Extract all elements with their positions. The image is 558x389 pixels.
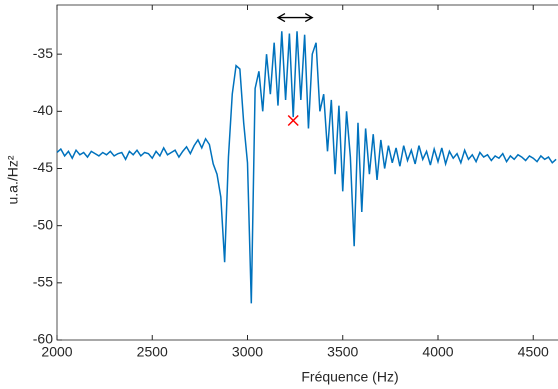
- plot-area: [56, 4, 558, 341]
- x-tick-label: 2000: [41, 344, 72, 360]
- data-line: [56, 31, 557, 304]
- y-tick-label: -50: [33, 216, 53, 232]
- x-tick-label: 3500: [327, 344, 358, 360]
- y-axis-label: u.a./Hz²: [5, 155, 21, 204]
- x-axis-label: Fréquence (Hz): [301, 369, 398, 385]
- y-tick-label: -60: [33, 331, 53, 347]
- y-tick-label: -55: [33, 274, 53, 290]
- x-tick-label: 3000: [232, 344, 263, 360]
- x-tick-label: 4500: [518, 344, 549, 360]
- y-tick-label: -40: [33, 102, 53, 118]
- range-arrow: [276, 13, 314, 23]
- y-tick-label: -35: [33, 45, 53, 61]
- x-tick-label: 4000: [422, 344, 453, 360]
- x-tick-label: 2500: [137, 344, 168, 360]
- y-tick-label: -45: [33, 159, 53, 175]
- marker-x: [287, 114, 299, 127]
